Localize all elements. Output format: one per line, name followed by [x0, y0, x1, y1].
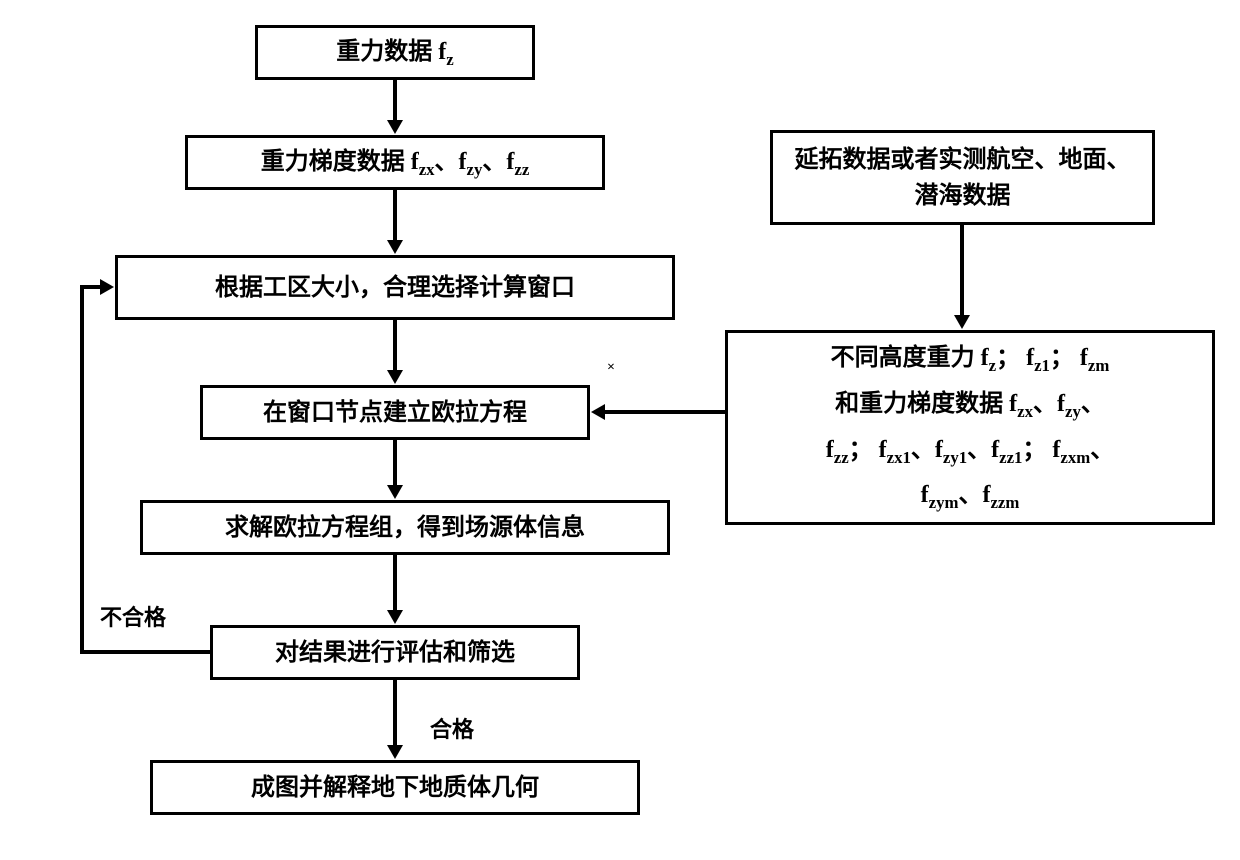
- x-mark-icon: ×: [607, 360, 615, 376]
- node-label: 重力梯度数据 fzx、fzy、fzz: [261, 144, 530, 182]
- node-multi-height-data: 不同高度重力 fz； fz1； fzm和重力梯度数据 fzx、fzy、fzz； …: [725, 330, 1215, 525]
- node-gravity-gradient: 重力梯度数据 fzx、fzy、fzz: [185, 135, 605, 190]
- node-build-euler: 在窗口节点建立欧拉方程: [200, 385, 590, 440]
- node-plot-interpret: 成图并解释地下地质体几何: [150, 760, 640, 815]
- node-label: 求解欧拉方程组，得到场源体信息: [225, 510, 585, 546]
- arrow-line: [393, 680, 397, 747]
- node-solve-euler: 求解欧拉方程组，得到场源体信息: [140, 500, 670, 555]
- arrow-head-icon: [387, 745, 403, 759]
- arrow-head-icon: [100, 279, 114, 295]
- arrow-line: [80, 285, 84, 654]
- arrow-line: [393, 440, 397, 487]
- node-gravity-data: 重力数据 fz: [255, 25, 535, 80]
- node-label: 在窗口节点建立欧拉方程: [263, 395, 527, 431]
- node-label: 延拓数据或者实测航空、地面、潜海数据: [787, 142, 1138, 214]
- node-evaluate: 对结果进行评估和筛选: [210, 625, 580, 680]
- arrow-line: [393, 555, 397, 612]
- arrow-head-icon: [387, 120, 403, 134]
- edge-label-unqualified: 不合格: [100, 600, 166, 632]
- node-extension-data: 延拓数据或者实测航空、地面、潜海数据: [770, 130, 1155, 225]
- node-label: 对结果进行评估和筛选: [275, 635, 515, 671]
- arrow-line: [80, 650, 210, 654]
- arrow-line: [393, 190, 397, 242]
- arrow-line: [393, 320, 397, 372]
- arrow-line: [604, 410, 725, 414]
- node-label: 根据工区大小，合理选择计算窗口: [215, 270, 575, 306]
- arrow-line: [960, 225, 964, 317]
- arrow-head-icon: [591, 404, 605, 420]
- arrow-line: [393, 80, 397, 122]
- arrow-head-icon: [387, 240, 403, 254]
- node-select-window: 根据工区大小，合理选择计算窗口: [115, 255, 675, 320]
- node-label: 成图并解释地下地质体几何: [251, 770, 539, 806]
- arrow-head-icon: [387, 485, 403, 499]
- arrow-head-icon: [387, 370, 403, 384]
- arrow-line: [80, 285, 102, 289]
- node-label: 不同高度重力 fz； fz1； fzm和重力梯度数据 fzx、fzy、fzz； …: [826, 336, 1115, 519]
- edge-label-qualified: 合格: [430, 712, 474, 744]
- arrow-head-icon: [387, 610, 403, 624]
- node-label: 重力数据 fz: [336, 34, 453, 72]
- arrow-head-icon: [954, 315, 970, 329]
